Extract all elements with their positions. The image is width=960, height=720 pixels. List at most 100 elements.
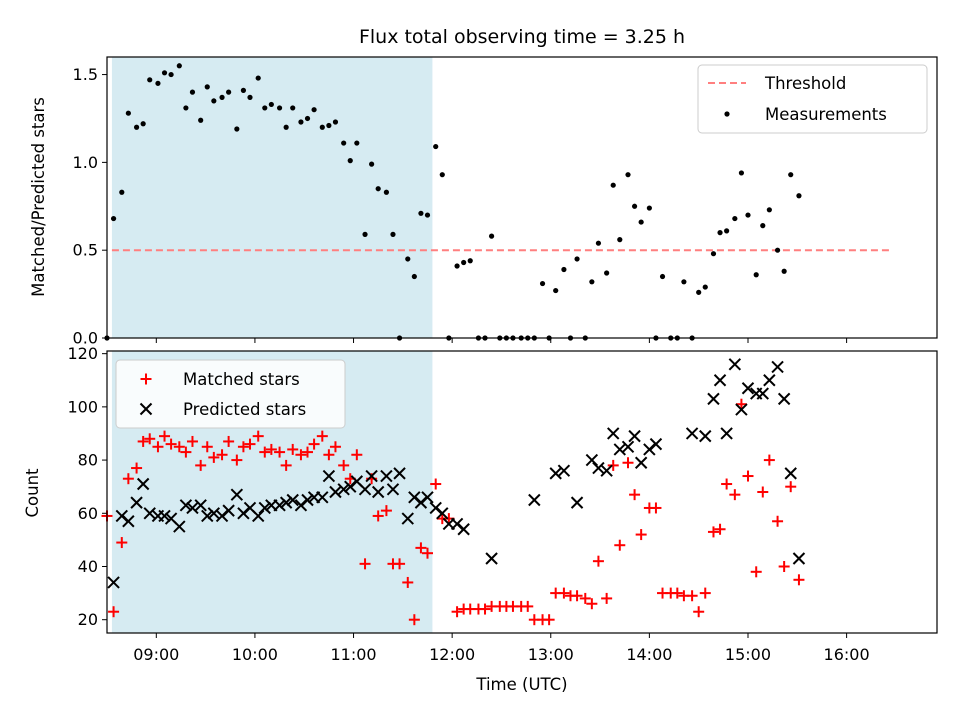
measurement-point: [375, 186, 381, 192]
matched-star-point: [785, 481, 797, 493]
matched-star-point: [601, 592, 613, 604]
measurement-point: [341, 140, 347, 146]
matched-star-point: [252, 430, 264, 442]
measurement-point: [418, 210, 424, 216]
predicted-star-point: [186, 501, 199, 515]
predicted-star-point: [107, 576, 120, 589]
predicted-star-point: [621, 440, 635, 453]
predicted-star-point: [179, 499, 193, 512]
predicted-star-point: [771, 360, 784, 374]
predicted-star-point: [122, 515, 135, 528]
predicted-star-point: [570, 496, 584, 509]
measurement-point: [133, 124, 140, 130]
measurement-point: [204, 84, 210, 90]
measurement-point: [610, 182, 616, 188]
predicted-star-point: [286, 493, 299, 507]
predicted-star-point: [201, 509, 214, 523]
top-panel: 0.0 0.5 1.0 1.5 Matched/Predicted stars Thr…: [29, 56, 938, 348]
predicted-star-point: [735, 403, 748, 416]
measurement-point: [390, 231, 396, 237]
measurement-point: [553, 287, 559, 294]
predicted-star-point: [741, 382, 755, 395]
top-shaded-span: [111, 57, 433, 338]
top-y-axis-label: Matched/Predicted stars: [29, 97, 48, 297]
measurement-point: [189, 89, 196, 95]
matched-star-point: [144, 433, 156, 445]
predicted-star-point: [230, 488, 244, 501]
measurement-point: [347, 158, 353, 164]
predicted-star-point: [763, 374, 776, 387]
measurement-point: [110, 215, 117, 222]
matched-star-point: [186, 435, 198, 447]
matched-star-point: [338, 459, 350, 471]
matched-star-point: [323, 449, 335, 461]
matched-star-point: [451, 606, 463, 618]
chart-title: Flux total observing time = 3.25 h: [359, 26, 685, 48]
predicted-star-point: [777, 392, 791, 406]
measurement-point: [738, 170, 745, 176]
measurement-point: [589, 279, 595, 285]
matched-star-point: [237, 441, 249, 453]
matched-star-point: [750, 566, 762, 578]
matched-star-point: [402, 576, 414, 588]
matched-star-point: [159, 430, 171, 442]
predicted-star-point: [401, 512, 414, 525]
matched-star-point: [479, 603, 491, 615]
matched-star-point: [302, 446, 314, 458]
measurement-point: [332, 119, 339, 125]
predicted-star-point: [628, 429, 641, 443]
predicted-star-point: [130, 496, 143, 509]
predicted-star-point: [713, 374, 727, 387]
matched-star-point: [165, 438, 177, 450]
matched-star-point: [351, 449, 363, 461]
measurement-point: [290, 105, 296, 111]
matched-star-point: [173, 441, 185, 453]
matched-star-point: [522, 600, 534, 612]
legend-measurements-marker: [724, 111, 730, 117]
predicted-star-point: [557, 464, 571, 477]
predicted-star-point: [720, 427, 733, 440]
measurement-point: [369, 161, 375, 167]
matched-star-point: [571, 590, 583, 602]
predicted-star-point: [207, 507, 221, 520]
x-tick-label: 12:00: [429, 645, 475, 664]
predicted-star-point: [613, 443, 626, 456]
measurement-point: [268, 101, 274, 108]
matched-star-point: [359, 558, 371, 570]
top-axes-frame: [106, 56, 938, 339]
legend-matched-plus: [140, 373, 152, 385]
bottom-y-tick-label: 40: [78, 557, 98, 576]
measurement-point: [298, 119, 304, 125]
measurement-point: [646, 205, 652, 211]
matched-star-point: [721, 478, 733, 490]
matched-star-point: [372, 510, 384, 522]
matched-star-point: [772, 515, 784, 527]
measurement-point: [125, 110, 131, 116]
matched-star-point: [208, 451, 220, 463]
measurement-point: [717, 230, 723, 236]
measurement-point: [617, 237, 623, 243]
predicted-star-point: [485, 552, 498, 565]
measurement-point: [240, 87, 247, 93]
predicted-star-point: [528, 493, 541, 507]
matched-star-point: [316, 430, 328, 442]
matched-star-point: [629, 489, 641, 501]
predicted-star-point: [792, 552, 806, 565]
measurement-point: [724, 228, 730, 234]
matched-star-point: [558, 587, 570, 599]
x-tick-label: 13:00: [528, 645, 574, 664]
measurement-point: [760, 223, 766, 229]
matched-star-point: [671, 587, 683, 599]
matched-star-point: [579, 592, 591, 604]
matched-star-point: [180, 446, 192, 458]
predicted-star-point: [279, 496, 293, 509]
measurement-point: [304, 115, 311, 122]
matched-star-point: [693, 606, 705, 618]
measurement-point: [561, 266, 567, 273]
top-y-tick-label: 0.5: [73, 241, 98, 260]
predicted-star-point: [273, 499, 286, 512]
measurement-point: [226, 89, 232, 95]
matched-star-point: [793, 574, 805, 586]
measurement-point: [362, 231, 368, 237]
